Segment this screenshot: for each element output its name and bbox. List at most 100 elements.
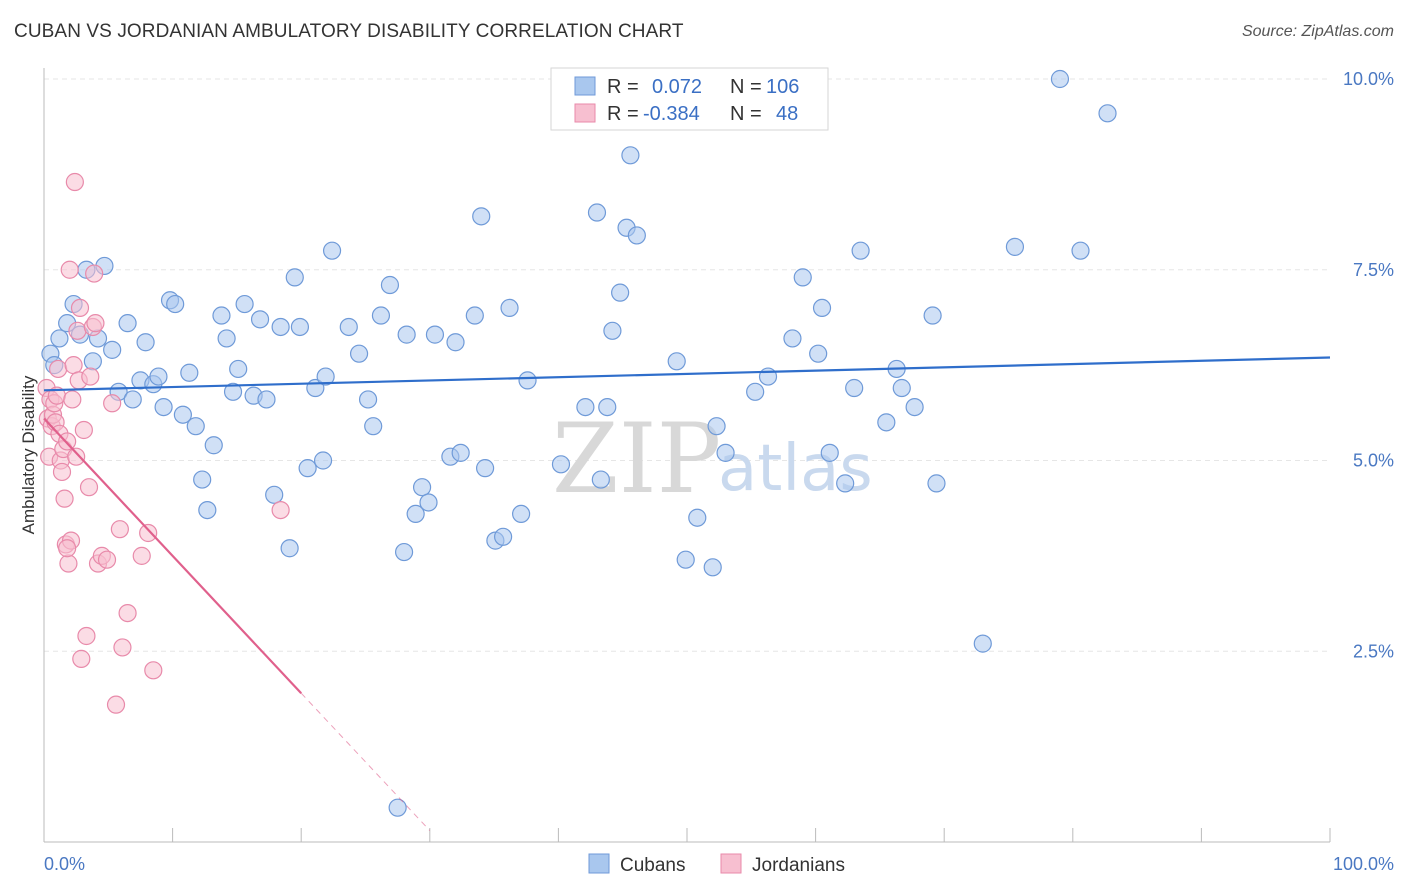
cuban-point bbox=[316, 367, 335, 386]
y-tick-label: 2.5% bbox=[1353, 641, 1394, 661]
jordanians-points bbox=[37, 172, 290, 714]
cuban-point bbox=[322, 241, 342, 260]
cuban-point bbox=[512, 504, 531, 524]
legend-swatch-jordanians bbox=[574, 103, 596, 123]
y-axis-title: Ambulatory Disability bbox=[19, 375, 38, 534]
cuban-point bbox=[973, 634, 992, 653]
cuban-point bbox=[783, 329, 802, 348]
cuban-point bbox=[358, 390, 378, 409]
cuban-point bbox=[1098, 104, 1117, 123]
watermark-atlas: atlas bbox=[718, 432, 873, 506]
cuban-point bbox=[235, 294, 254, 314]
cuban-point bbox=[118, 314, 137, 333]
cuban-point bbox=[212, 306, 231, 325]
legend-r-value-jordanians: -0.384 bbox=[643, 103, 700, 125]
cuban-point bbox=[500, 298, 519, 317]
legend-r-label-cubans: R = bbox=[607, 76, 639, 98]
y-tick-label: 10.0% bbox=[1343, 69, 1394, 89]
cuban-point bbox=[793, 268, 812, 287]
cuban-point bbox=[271, 317, 290, 337]
cuban-point bbox=[446, 333, 465, 352]
cuban-point bbox=[123, 390, 142, 409]
cuban-point bbox=[676, 550, 695, 569]
cuban-point bbox=[193, 470, 212, 489]
bottom-legend-swatch-jordanians bbox=[720, 853, 742, 874]
cuban-point bbox=[298, 459, 317, 478]
cuban-point bbox=[451, 443, 470, 462]
legend-n-value-cubans: 106 bbox=[766, 76, 799, 98]
cuban-point bbox=[371, 306, 391, 325]
bottom-legend-label-jordanians: Jordanians bbox=[752, 855, 845, 876]
legend-n-label-jordanians: N = bbox=[730, 103, 762, 125]
jordanian-point bbox=[110, 520, 129, 539]
jordanian-point bbox=[74, 420, 93, 440]
jordanian-point bbox=[139, 523, 158, 543]
cuban-point bbox=[290, 317, 310, 337]
cuban-point bbox=[397, 325, 416, 344]
jordanians-trendline bbox=[43, 417, 303, 694]
jordanian-point bbox=[55, 489, 74, 508]
cuban-point bbox=[603, 321, 622, 340]
cuban-point bbox=[812, 298, 832, 317]
cuban-point bbox=[551, 455, 571, 474]
cubans-trendline bbox=[43, 356, 1331, 392]
jordanian-point bbox=[64, 356, 83, 375]
series-legend: Cubans Jordanians bbox=[588, 853, 845, 876]
cuban-point bbox=[412, 478, 432, 497]
y-tick-label: 7.5% bbox=[1353, 260, 1394, 280]
cuban-point bbox=[229, 359, 248, 379]
cuban-point bbox=[180, 363, 199, 382]
bottom-legend-swatch-cubans bbox=[588, 853, 610, 874]
jordanian-point bbox=[103, 394, 122, 413]
y-tick-labels: 2.5% 5.0% 7.5% 10.0% bbox=[1343, 69, 1394, 661]
cuban-point bbox=[836, 474, 855, 493]
cuban-point bbox=[257, 390, 276, 409]
cuban-point bbox=[892, 378, 911, 398]
cuban-point bbox=[406, 504, 425, 524]
stats-legend: R = 0.072 N = 106 R = -0.384 N = 48 bbox=[550, 67, 829, 131]
cuban-point bbox=[136, 333, 155, 352]
legend-n-label-cubans: N = bbox=[730, 76, 762, 98]
cuban-point bbox=[716, 443, 735, 462]
cuban-point bbox=[1071, 241, 1090, 260]
cuban-point bbox=[923, 306, 942, 325]
cuban-point bbox=[388, 798, 407, 817]
jordanian-point bbox=[67, 447, 86, 466]
cuban-point bbox=[223, 382, 243, 401]
jordanian-point bbox=[79, 478, 99, 497]
cuban-point bbox=[845, 378, 864, 398]
cuban-point bbox=[576, 397, 595, 417]
cuban-point bbox=[198, 500, 217, 520]
jordanian-point bbox=[49, 359, 68, 379]
jordanian-point bbox=[68, 321, 87, 340]
jordanian-point bbox=[59, 554, 78, 573]
x-tick-label-min: 0.0% bbox=[44, 854, 85, 874]
legend-r-label-jordanians: R = bbox=[607, 103, 639, 125]
cuban-point bbox=[494, 527, 513, 546]
cuban-point bbox=[746, 382, 765, 401]
legend-n-value-jordanians: 48 bbox=[776, 103, 798, 125]
cuban-point bbox=[591, 470, 610, 489]
watermark: ZIP atlas bbox=[552, 403, 873, 515]
cuban-point bbox=[313, 451, 333, 470]
jordanian-point bbox=[118, 603, 137, 623]
cuban-point bbox=[1005, 237, 1025, 256]
jordanian-point bbox=[81, 367, 100, 386]
legend-r-value-cubans: 0.072 bbox=[652, 76, 702, 98]
cuban-point bbox=[250, 310, 270, 329]
cuban-point bbox=[688, 508, 707, 527]
cuban-point bbox=[339, 317, 358, 337]
legend-swatch-cubans bbox=[574, 76, 596, 96]
cuban-point bbox=[349, 344, 369, 363]
cuban-point bbox=[83, 352, 102, 371]
jordanian-point bbox=[271, 500, 290, 520]
cuban-point bbox=[50, 329, 69, 348]
cuban-point bbox=[380, 275, 400, 295]
cuban-point bbox=[707, 417, 726, 436]
cuban-point bbox=[611, 283, 630, 302]
cuban-point bbox=[166, 294, 185, 314]
cuban-point bbox=[851, 241, 870, 260]
jordanian-point bbox=[65, 172, 84, 192]
cuban-point bbox=[703, 558, 722, 577]
cuban-point bbox=[472, 207, 491, 226]
